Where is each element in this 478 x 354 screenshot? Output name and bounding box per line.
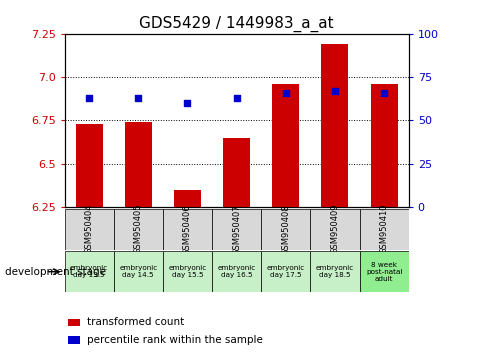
Bar: [125, 122, 152, 207]
Bar: [68, 336, 80, 344]
Point: [282, 90, 290, 96]
Bar: [114, 209, 163, 250]
Point: [380, 90, 388, 96]
Text: GSM950407: GSM950407: [232, 204, 241, 255]
Bar: [68, 319, 80, 326]
Bar: [261, 251, 310, 292]
Bar: [223, 138, 250, 207]
Point: [85, 95, 93, 101]
Bar: [212, 209, 261, 250]
Bar: [76, 124, 103, 207]
Bar: [359, 209, 409, 250]
Bar: [370, 84, 398, 207]
Point: [134, 95, 142, 101]
Text: transformed count: transformed count: [87, 318, 184, 327]
Bar: [321, 44, 348, 207]
Bar: [359, 251, 409, 292]
Text: embryonic
day 18.5: embryonic day 18.5: [316, 265, 354, 278]
Text: embryonic
day 15.5: embryonic day 15.5: [168, 265, 206, 278]
Text: GSM950409: GSM950409: [330, 204, 339, 255]
Bar: [272, 84, 299, 207]
Text: GSM950406: GSM950406: [183, 204, 192, 255]
Point: [184, 100, 191, 106]
Text: embryonic
day 16.5: embryonic day 16.5: [217, 265, 256, 278]
Bar: [163, 209, 212, 250]
Title: GDS5429 / 1449983_a_at: GDS5429 / 1449983_a_at: [139, 16, 334, 32]
Bar: [310, 209, 359, 250]
Text: GSM950410: GSM950410: [380, 204, 389, 255]
Point: [331, 88, 339, 94]
Text: 8 week
post-natal
adult: 8 week post-natal adult: [366, 262, 402, 282]
Text: embryonic
day 13.5: embryonic day 13.5: [70, 265, 108, 278]
Bar: [212, 251, 261, 292]
Text: percentile rank within the sample: percentile rank within the sample: [87, 335, 263, 345]
Text: GSM950408: GSM950408: [281, 204, 290, 255]
Bar: [310, 251, 359, 292]
Text: GSM950404: GSM950404: [85, 204, 94, 255]
Point: [233, 95, 240, 101]
Bar: [261, 209, 310, 250]
Text: embryonic
day 14.5: embryonic day 14.5: [119, 265, 157, 278]
Text: embryonic
day 17.5: embryonic day 17.5: [267, 265, 305, 278]
Bar: [65, 251, 114, 292]
Bar: [114, 251, 163, 292]
Bar: [65, 209, 114, 250]
Text: development stage: development stage: [5, 267, 106, 277]
Bar: [163, 251, 212, 292]
Text: GSM950405: GSM950405: [134, 204, 143, 255]
Bar: [174, 190, 201, 207]
